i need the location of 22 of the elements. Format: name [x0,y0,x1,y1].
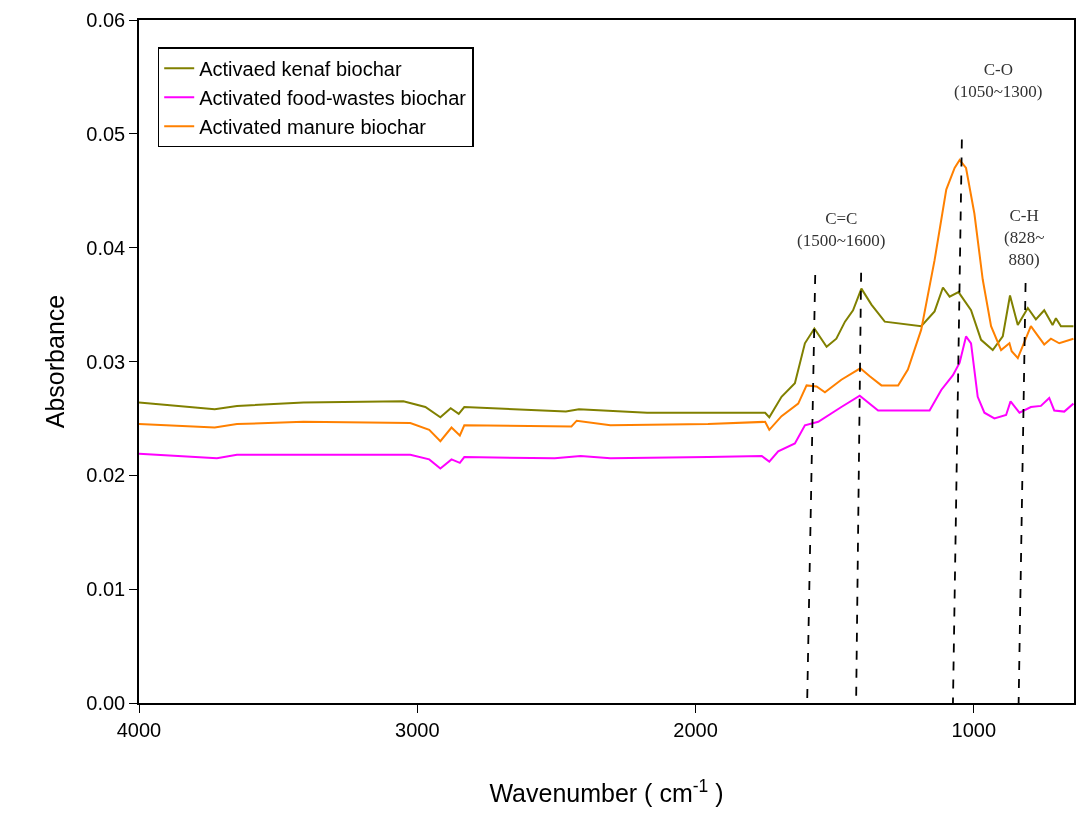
y-tick-label: 0.04 [86,236,126,259]
legend-label: Activaed kenaf biochar [199,58,402,81]
legend-label: Activated manure biochar [199,116,427,139]
x-tick-label: 4000 [116,718,162,741]
line-series [139,286,1074,419]
x-tick-label: 3000 [395,718,440,741]
legend-label: Activated food-wastes biochar [199,87,467,110]
annotation: C-H (828~ 880) [1004,206,1045,270]
line-series [139,335,1074,470]
y-tick-label: 0.01 [86,578,126,601]
y-tick-label: 0.02 [86,464,126,487]
y-axis-title: Absorbance [40,294,69,429]
y-tick-label: 0.00 [86,692,126,714]
annotation: C=C (1500~1600) [797,209,886,251]
x-tick-label: 2000 [673,718,718,741]
y-tick-label: 0.05 [86,122,126,145]
line-series [139,159,1074,443]
y-tick-label: 0.06 [86,9,126,31]
x-tick-label: 1000 [951,718,997,741]
y-tick-label: 0.03 [86,350,126,373]
x-axis-title: Wavenumber ( cm$^{-1}$ ) [489,775,724,808]
annotation: C-O (1050~1300) [954,60,1043,102]
